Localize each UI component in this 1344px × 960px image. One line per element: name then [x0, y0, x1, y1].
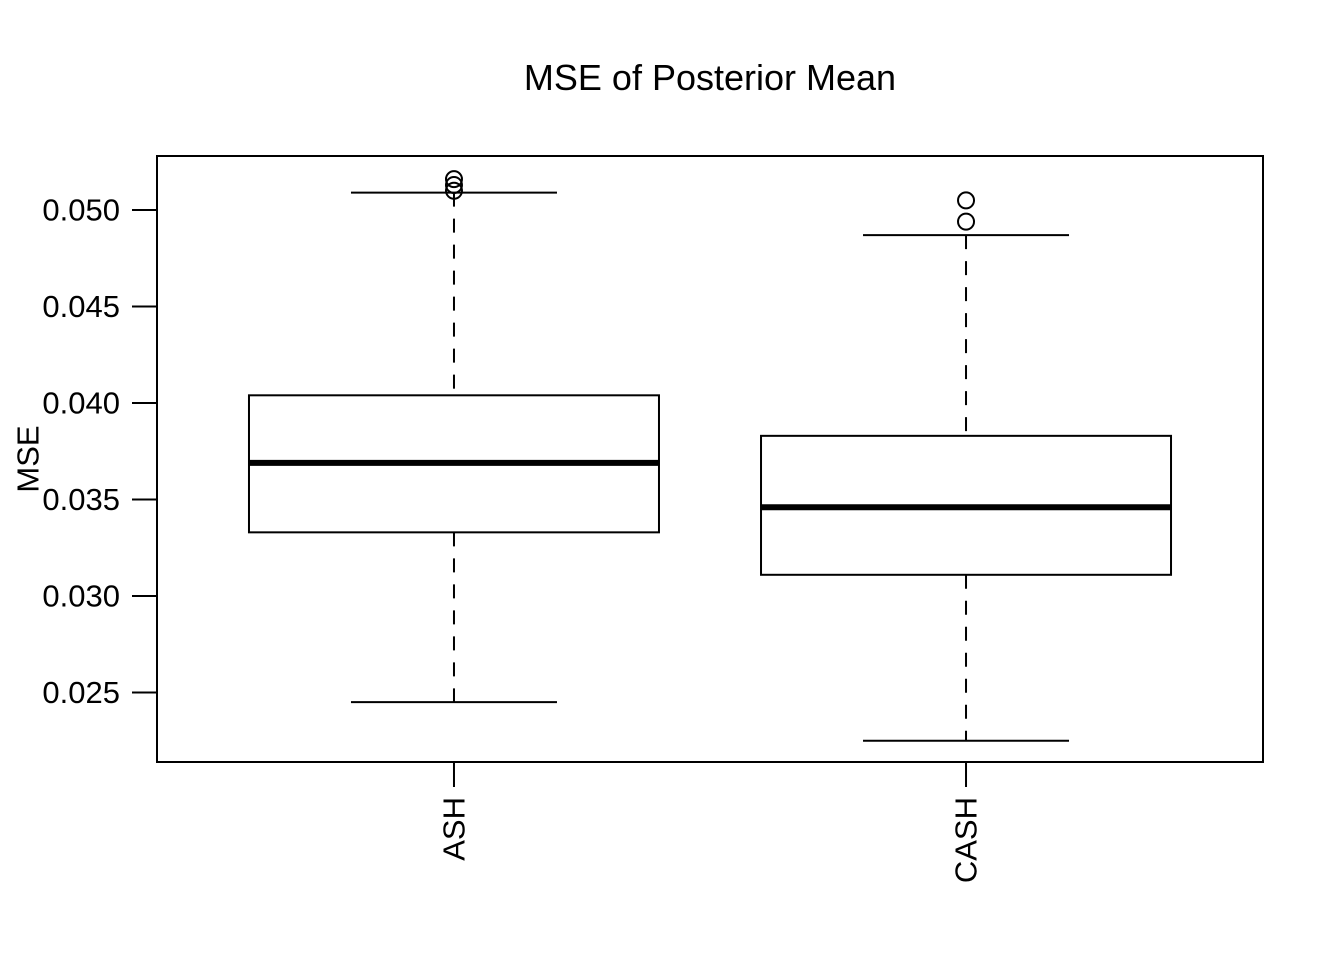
box-group-ash: ASH	[247, 170, 660, 861]
y-tick-label: 0.040	[42, 386, 120, 421]
y-tick-label: 0.030	[42, 579, 120, 614]
outlier-point	[957, 191, 976, 210]
y-tick-label: 0.035	[42, 482, 120, 517]
y-tick-label: 0.025	[42, 675, 120, 710]
outlier-point	[957, 212, 976, 231]
x-category-label: CASH	[949, 797, 984, 883]
y-tick-label: 0.045	[42, 289, 120, 324]
boxplot-series: ASH CASH	[247, 170, 1173, 883]
x-category-label: ASH	[436, 797, 471, 861]
y-axis-title: MSE	[11, 425, 46, 492]
chart-title: MSE of Posterior Mean	[524, 57, 896, 98]
outlier-point	[444, 175, 463, 194]
outlier-point	[444, 181, 463, 200]
outlier-point	[444, 170, 463, 189]
y-tick-label: 0.050	[42, 193, 120, 228]
plot-border	[156, 155, 1264, 763]
box-group-cash: CASH	[760, 191, 1173, 883]
y-axis: 0.025 0.030 0.035 0.040 0.045 0.050	[42, 193, 157, 710]
